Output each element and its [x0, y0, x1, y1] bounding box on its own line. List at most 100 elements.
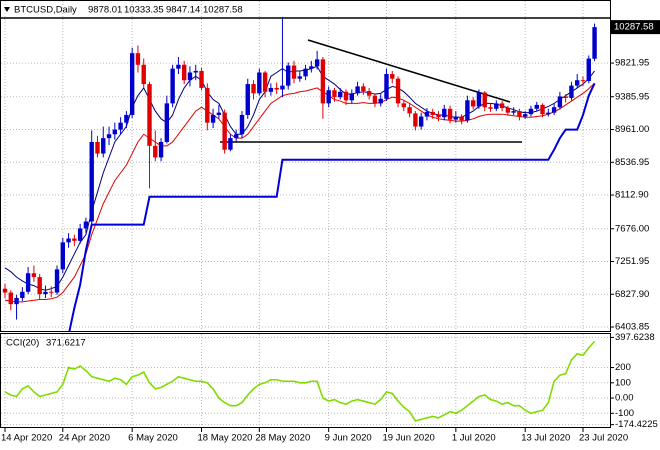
candle-body	[124, 114, 129, 123]
candle-body	[523, 114, 528, 117]
y-tick-label: 8536.95	[615, 157, 649, 168]
candle-body	[89, 141, 94, 222]
y-tick-label: 0.00	[615, 393, 634, 404]
candle-body	[8, 292, 13, 305]
candle-body	[459, 116, 464, 121]
y-tick-label: 6827.90	[615, 289, 649, 300]
candle-body	[20, 291, 25, 298]
y-tick-label: 100	[615, 377, 631, 388]
candle-body	[216, 112, 222, 115]
candle-body	[309, 66, 314, 69]
candle-body	[430, 111, 435, 115]
candle-body	[314, 59, 320, 67]
candle-body	[395, 78, 401, 104]
y-tick-label: 7251.95	[615, 256, 649, 267]
candle-body	[453, 116, 459, 120]
candle-body	[407, 107, 412, 114]
candle-body	[390, 74, 395, 79]
candle-body	[205, 87, 210, 123]
x-tick-label: 24 Apr 2020	[59, 433, 110, 444]
candle-body	[557, 96, 563, 108]
candle-body	[482, 92, 487, 108]
candle-body	[239, 114, 245, 135]
candle-body	[274, 87, 279, 90]
y-tick-label: 200	[615, 362, 631, 373]
candle-body	[25, 273, 31, 292]
candle-body	[106, 134, 112, 139]
candle-body	[72, 238, 77, 241]
y-tick-label: 397.6238	[615, 332, 655, 343]
candle-body	[141, 64, 146, 85]
candle-body	[158, 141, 164, 158]
y-tick-label: 8961.00	[615, 124, 649, 135]
candle-body	[326, 90, 331, 104]
candle-body	[129, 53, 135, 115]
cci-title: CCI(20)	[6, 338, 39, 349]
candle-body	[447, 108, 453, 120]
candle-body	[118, 122, 123, 130]
candle-body	[135, 53, 141, 65]
candle-body	[372, 95, 378, 104]
candle-body	[378, 98, 383, 104]
candle-body	[470, 100, 476, 107]
candle-body	[60, 242, 65, 270]
candle-body	[320, 59, 326, 104]
candle-body	[332, 90, 337, 98]
candle-body	[442, 108, 447, 118]
x-tick-label: 28 May 2020	[255, 433, 310, 444]
candle-body	[170, 68, 175, 104]
candle-body	[262, 72, 268, 92]
indicator-line	[68, 82, 596, 331]
trend-line	[307, 39, 511, 103]
candle-body	[54, 269, 60, 293]
candle-body	[291, 65, 297, 79]
candle-body	[592, 27, 597, 59]
x-tick-label: 1 Jul 2020	[452, 433, 496, 444]
x-tick-label: 23 Jul 2020	[579, 433, 628, 444]
candle-body	[413, 113, 418, 127]
candle-body	[101, 138, 106, 154]
cci-current-value: 371.6217	[46, 338, 86, 349]
header-open: 9878.01	[88, 5, 122, 16]
x-tick-label: 13 Jul 2020	[521, 433, 570, 444]
header-high: 10333.35	[124, 5, 164, 16]
indicator-line	[4, 82, 595, 303]
candle-body	[494, 103, 499, 109]
candle-body	[112, 129, 118, 135]
cci-line	[4, 340, 596, 422]
candle-body	[517, 111, 522, 117]
candle-body	[575, 80, 580, 86]
y-tick-label: 8112.90	[615, 190, 649, 201]
candle-body	[193, 70, 198, 73]
candle-body	[83, 221, 89, 229]
candle-body	[31, 273, 37, 278]
y-tick-label: -174.4225	[615, 419, 658, 430]
x-tick-label: 9 Jun 2020	[325, 433, 372, 444]
candle-body	[199, 70, 204, 88]
candle-body	[234, 134, 239, 139]
header-low: 9847.14	[166, 5, 200, 16]
axes: 9821.95 9385.95 8961.00 8536.95 8112.90 7676.…	[1, 20, 660, 444]
candle-body	[476, 92, 482, 107]
y-tick-label: 9821.95	[615, 58, 649, 69]
candle-body	[418, 116, 424, 127]
candle-body	[245, 84, 250, 115]
candle-body	[534, 104, 539, 109]
candle-body	[465, 100, 470, 121]
candle-body	[528, 108, 534, 115]
candle-body	[424, 111, 430, 117]
candle-body	[297, 76, 302, 79]
candle-body	[355, 86, 360, 94]
candle-body	[505, 108, 511, 113]
candle-body	[43, 291, 48, 295]
candle-body	[540, 104, 545, 115]
y-tick-label: 9385.95	[615, 91, 649, 102]
candle-body	[384, 74, 389, 99]
candle-body	[361, 86, 366, 92]
dropdown-icon	[4, 7, 10, 12]
candle-body	[511, 111, 516, 113]
cci-panel-frame	[0, 333, 611, 428]
candle-body	[210, 114, 216, 123]
candle-body	[280, 85, 285, 90]
